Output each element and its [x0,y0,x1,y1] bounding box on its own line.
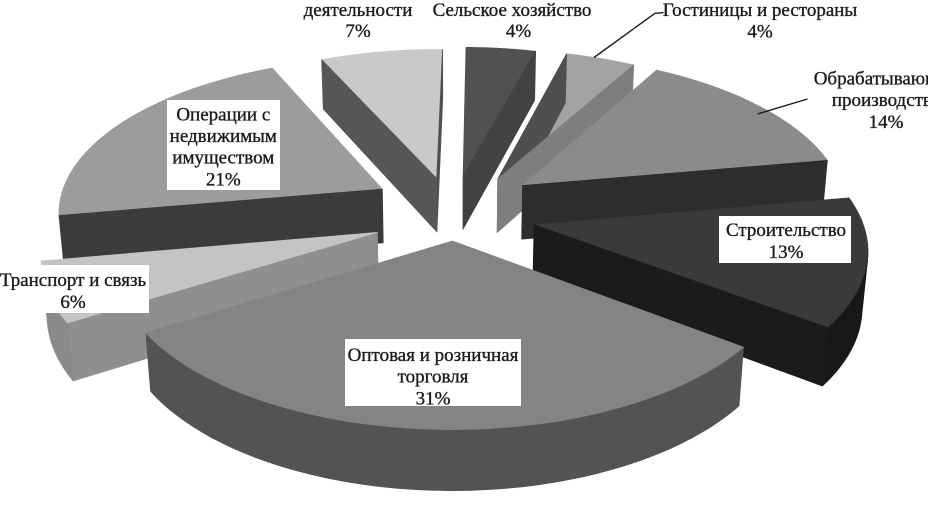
svg-text:21%: 21% [206,169,241,190]
svg-text:13%: 13% [769,242,804,263]
svg-text:7%: 7% [345,21,371,42]
svg-text:имуществом: имуществом [172,148,274,169]
svg-text:6%: 6% [60,292,86,313]
svg-text:Оптовая и розничная: Оптовая и розничная [348,345,519,366]
svg-text:Операции с: Операции с [176,104,270,125]
svg-text:4%: 4% [506,21,532,42]
svg-text:Строительство: Строительство [726,220,846,241]
svg-text:Обрабатывающие: Обрабатывающие [814,69,928,90]
svg-text:Сельское хозяйство: Сельское хозяйство [433,0,592,21]
svg-text:14%: 14% [869,112,904,133]
svg-text:Гостиницы и рестораны: Гостиницы и рестораны [663,0,858,21]
svg-text:торговля: торговля [398,367,469,388]
svg-text:недвижимым: недвижимым [170,126,277,147]
svg-text:деятельности: деятельности [304,0,413,21]
svg-text:31%: 31% [416,388,451,409]
svg-text:производства: производства [832,90,928,111]
svg-text:Транспорт и связь: Транспорт и связь [0,270,147,291]
svg-text:4%: 4% [747,22,773,43]
